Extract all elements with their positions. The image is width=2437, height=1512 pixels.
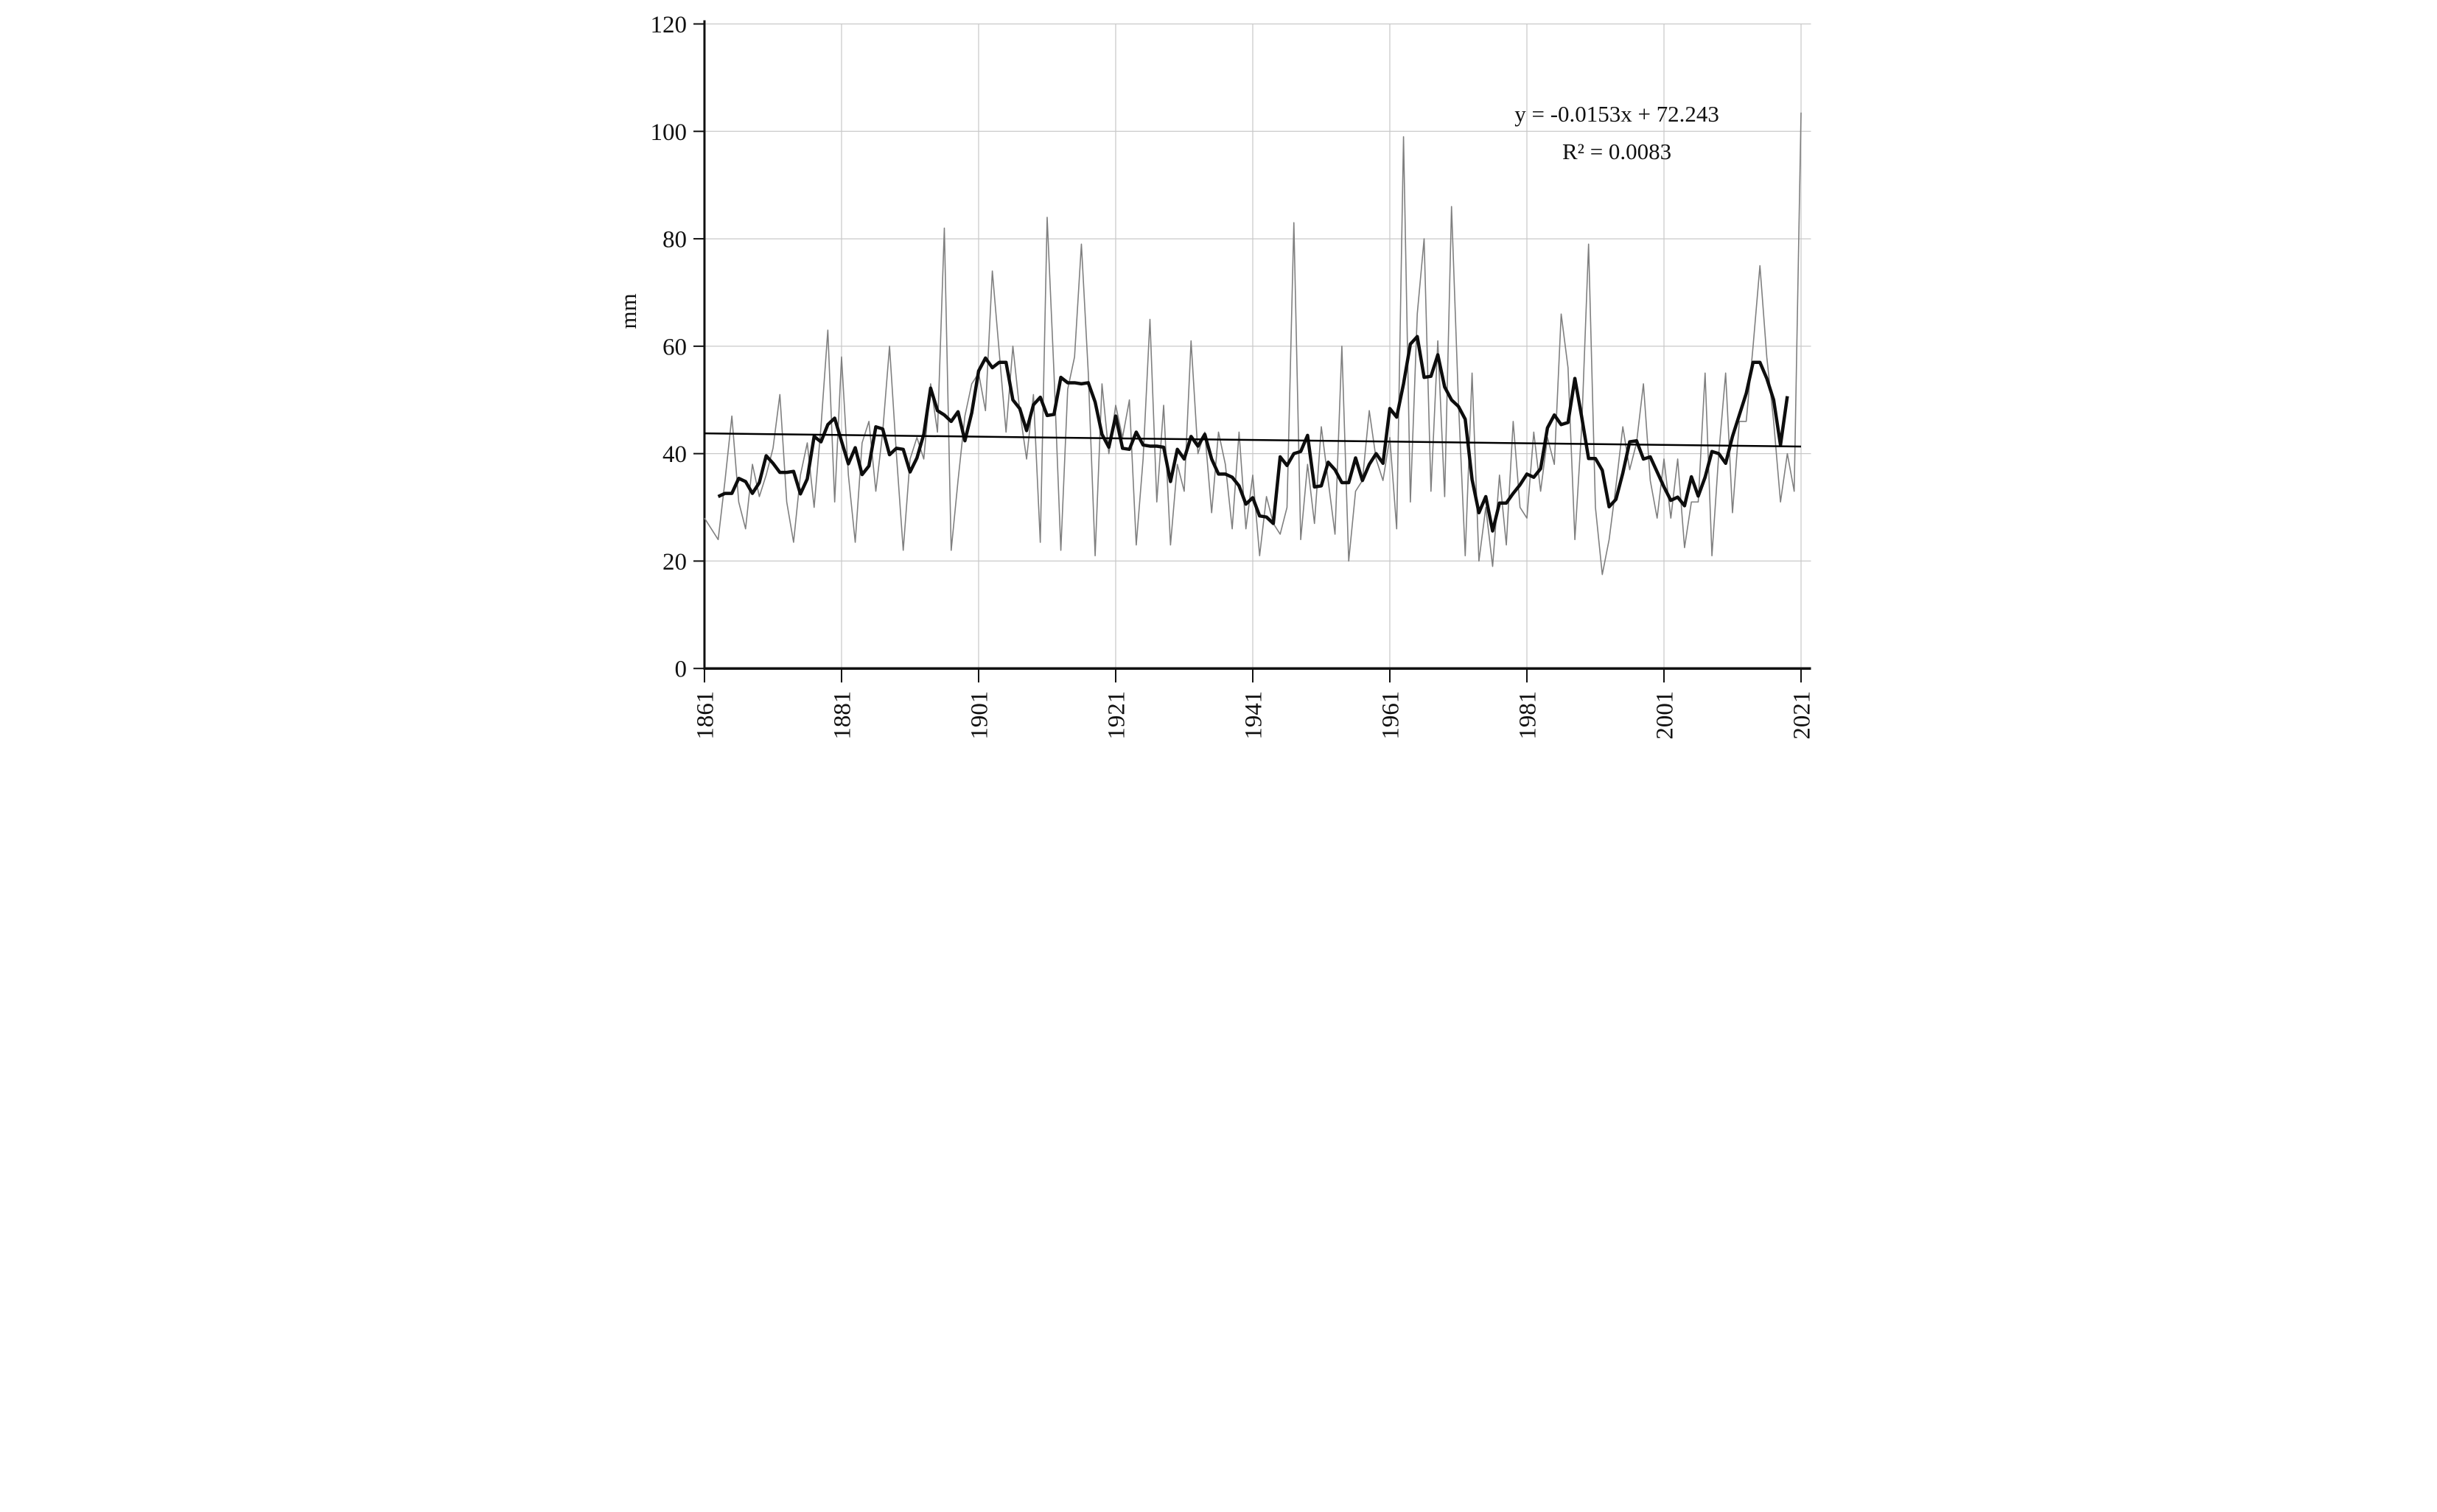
- y-tick-label: 120: [651, 12, 687, 38]
- trend-equation-label: y = -0.0153x + 72.243: [1514, 101, 1719, 127]
- x-tick-label: 1921: [1103, 691, 1130, 740]
- x-tick-label: 2021: [1789, 691, 1816, 740]
- y-axis-title: mm: [615, 293, 641, 329]
- y-tick-label: 60: [662, 334, 687, 360]
- y-tick-label: 0: [674, 657, 686, 683]
- y-tick-label: 80: [662, 227, 687, 253]
- y-tick-label: 40: [662, 441, 687, 468]
- x-tick-label: 1881: [829, 691, 856, 740]
- moving-average-line: [717, 335, 1789, 533]
- x-tick-label: 2001: [1651, 691, 1678, 740]
- chart: 0 20 40 60 80 100 120 1861 1881 1901 1921 1941 1961 1…: [609, 0, 1828, 756]
- trend-line: [704, 432, 1802, 448]
- annual-series-line: [704, 112, 1802, 575]
- x-tick-label: 1981: [1514, 691, 1541, 740]
- y-tick-label: 20: [662, 549, 687, 575]
- y-tick-label: 100: [651, 119, 687, 146]
- trend-r2-label: R² = 0.0083: [1562, 139, 1671, 164]
- x-tick-label: 1901: [966, 691, 993, 740]
- x-tick-label: 1861: [692, 691, 718, 740]
- chart-canvas: 0 20 40 60 80 100 120 1861 1881 1901 1921 1941 1961 1…: [609, 0, 1828, 756]
- x-tick-label: 1941: [1240, 691, 1267, 740]
- x-tick-label: 1961: [1377, 691, 1404, 740]
